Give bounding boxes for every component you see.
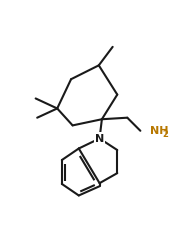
Text: 2: 2: [163, 130, 169, 139]
Text: NH: NH: [150, 125, 169, 135]
Text: N: N: [95, 134, 104, 144]
